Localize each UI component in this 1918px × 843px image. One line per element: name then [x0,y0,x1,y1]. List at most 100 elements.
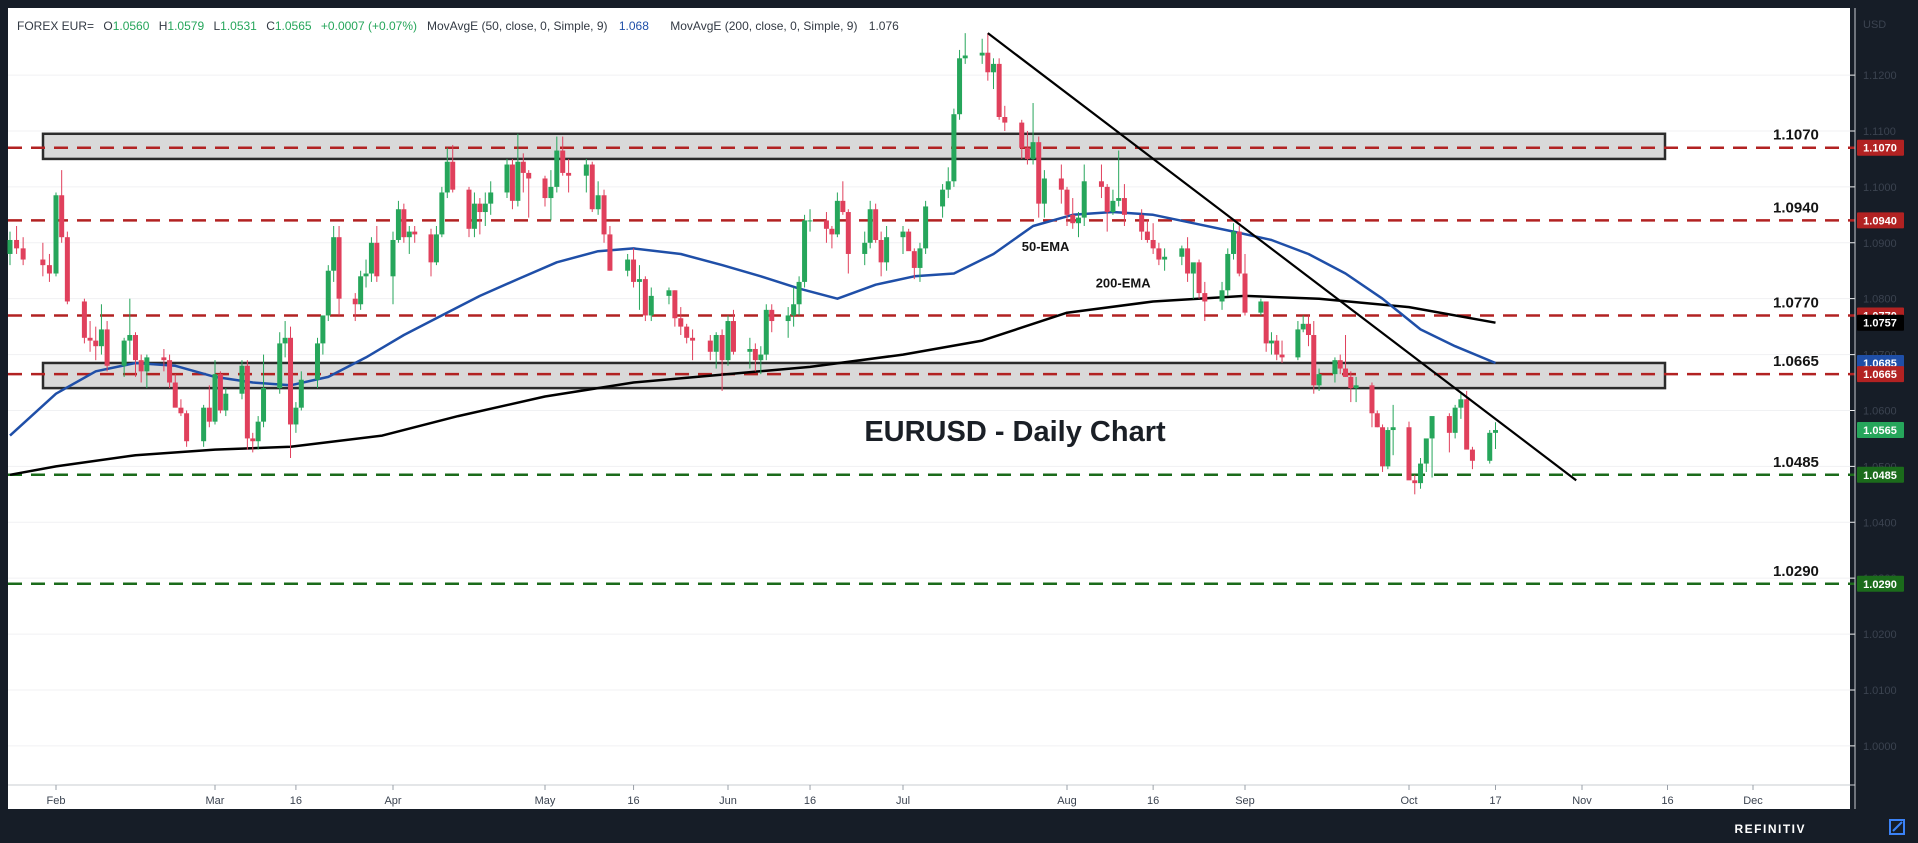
candle[interactable] [1024,130,1030,165]
candle[interactable] [127,298,133,355]
candle[interactable] [1305,315,1311,347]
candle[interactable] [648,287,654,322]
candle[interactable] [167,354,173,389]
candle[interactable] [1369,382,1375,428]
candle[interactable] [542,175,548,207]
candle[interactable] [1418,457,1424,489]
candle[interactable] [363,259,369,288]
candle[interactable] [1150,223,1156,254]
candle[interactable] [1493,422,1498,450]
candle[interactable] [98,304,104,355]
candle[interactable] [796,276,802,316]
candle[interactable] [298,371,304,411]
candle[interactable] [595,181,601,215]
candle[interactable] [862,231,868,266]
candle[interactable] [769,304,775,333]
candle[interactable] [802,214,808,288]
candle[interactable] [834,192,840,238]
candle[interactable] [144,354,150,389]
candle[interactable] [93,326,99,361]
candle[interactable] [1242,253,1248,316]
candle[interactable] [940,184,946,218]
candle[interactable] [1081,164,1087,227]
candle[interactable] [1219,281,1225,310]
candle[interactable] [526,170,532,218]
candle[interactable] [1469,446,1475,470]
candle[interactable] [548,170,554,221]
candle[interactable] [1162,248,1168,271]
candle[interactable] [1019,119,1025,159]
candle[interactable] [1348,371,1354,403]
candle[interactable] [1487,430,1493,464]
candle[interactable] [951,108,957,187]
candle[interactable] [845,209,851,274]
candle[interactable] [314,337,320,389]
candle[interactable] [1263,301,1269,352]
candle[interactable] [625,253,631,277]
candle[interactable] [684,323,690,344]
candle[interactable] [758,346,764,375]
candle[interactable] [1337,354,1343,375]
candle[interactable] [1116,150,1122,207]
candles[interactable] [7,33,1499,495]
candle[interactable] [20,237,26,266]
candle[interactable] [46,253,52,282]
candle[interactable] [14,226,20,254]
candle[interactable] [390,231,396,305]
candle[interactable] [1380,424,1386,472]
candle[interactable] [1311,321,1317,394]
candle[interactable] [325,265,331,322]
candle[interactable] [206,385,212,428]
candle[interactable] [1098,164,1104,199]
candle[interactable] [1075,212,1081,238]
candle[interactable] [223,388,229,417]
candle[interactable] [601,189,607,243]
candle[interactable] [1036,136,1042,218]
candle[interactable] [482,192,488,227]
candle[interactable] [829,226,835,249]
candle[interactable] [1452,404,1458,439]
candle[interactable] [873,203,879,243]
candle[interactable] [1185,237,1191,282]
candle[interactable] [331,226,337,282]
candle[interactable] [1458,393,1464,419]
candle[interactable] [713,332,719,369]
candle[interactable] [1064,186,1070,227]
candle[interactable] [906,228,912,252]
candle[interactable] [1385,427,1391,470]
candle[interactable] [515,133,521,207]
candle[interactable] [957,49,963,120]
candle[interactable] [1196,259,1202,299]
candle[interactable] [488,181,494,215]
candle[interactable] [439,186,445,238]
candle[interactable] [1236,226,1242,277]
candle[interactable] [1179,245,1185,266]
candle[interactable] [878,231,884,277]
candle[interactable] [1279,340,1285,363]
candle[interactable] [1429,416,1435,478]
candle[interactable] [277,332,283,394]
candle[interactable] [1156,242,1162,266]
candle[interactable] [1202,281,1208,322]
candle[interactable] [589,161,595,213]
candle[interactable] [791,287,797,327]
candle[interactable] [560,136,566,176]
candle[interactable] [1258,298,1264,316]
candle[interactable] [785,307,791,338]
candle[interactable] [1316,368,1322,391]
candle[interactable] [201,404,207,447]
candle[interactable] [255,416,261,450]
candle[interactable] [7,231,13,266]
candle[interactable] [1390,404,1396,456]
candle[interactable] [477,198,483,235]
candle[interactable] [666,287,672,305]
candle[interactable] [707,335,713,361]
candle[interactable] [1070,198,1076,229]
candle[interactable] [412,226,418,243]
candle[interactable] [884,226,890,271]
candle[interactable] [823,212,829,243]
candle[interactable] [104,321,110,372]
candle[interactable] [282,321,288,358]
candle[interactable] [1274,335,1280,361]
